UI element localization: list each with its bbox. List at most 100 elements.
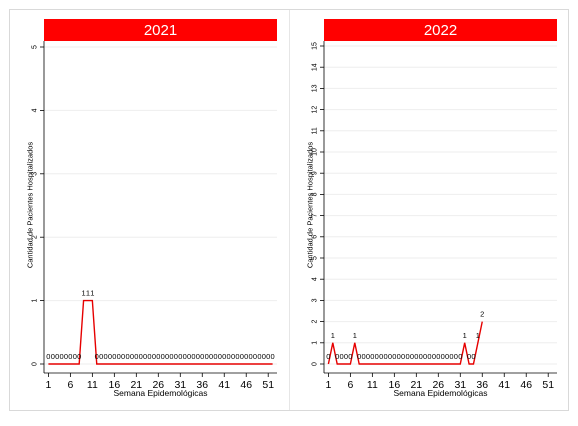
y-tick-label: 5 <box>32 45 39 49</box>
y-tick-label: 9 <box>312 171 319 175</box>
x-axis: 1 6 11 16 21 26 31 36 41 46 51 <box>45 373 274 391</box>
data-label: 0 <box>253 352 257 361</box>
data-label: 0 <box>112 352 116 361</box>
title-strip <box>44 19 277 41</box>
data-label: 0 <box>449 352 453 361</box>
y-tick-label: 3 <box>312 298 319 302</box>
x-tick-label: 26 <box>432 379 444 391</box>
data-label: 0 <box>59 352 63 361</box>
y-axis-title: Cantidad de Pacientes Hospitalizados <box>306 142 315 269</box>
data-label: 1 <box>463 331 467 340</box>
y-axis-title: Cantidad de Pacientes Hospitalizados <box>26 142 35 269</box>
data-label: 0 <box>147 352 151 361</box>
series-line <box>327 321 483 365</box>
data-label: 0 <box>257 352 261 361</box>
data-label: 0 <box>213 352 217 361</box>
y-tick-label: 14 <box>312 63 319 71</box>
data-label: 0 <box>326 352 330 361</box>
y-tick-label: 3 <box>32 172 39 176</box>
y-tick-label: 6 <box>312 235 319 239</box>
data-label: 0 <box>249 352 253 361</box>
data-label: 0 <box>414 352 418 361</box>
data-label: 0 <box>375 352 379 361</box>
data-label: 0 <box>73 352 77 361</box>
x-tick-label: 21 <box>130 379 142 391</box>
data-label: 0 <box>183 352 187 361</box>
data-label: 0 <box>191 352 195 361</box>
data-label: 0 <box>108 352 112 361</box>
data-label: 0 <box>366 352 370 361</box>
chart-title: 2022 <box>424 22 457 39</box>
y-tick-label: 5 <box>312 256 319 260</box>
data-label: 0 <box>64 352 68 361</box>
data-label: 0 <box>419 352 423 361</box>
y-tick-label: 13 <box>312 84 319 92</box>
x-tick-label: 46 <box>520 379 532 391</box>
x-tick-label: 36 <box>476 379 488 391</box>
x-tick-label: 21 <box>410 379 422 391</box>
x-tick-label: 26 <box>152 379 164 391</box>
data-label: 0 <box>209 352 213 361</box>
x-tick-label: 6 <box>67 379 73 391</box>
data-label: 0 <box>388 352 392 361</box>
data-label: 0 <box>152 352 156 361</box>
data-label: 0 <box>370 352 374 361</box>
y-tick-label: 0 <box>312 362 319 366</box>
x-tick-label: 16 <box>108 379 120 391</box>
x-tick-label: 51 <box>542 379 554 391</box>
data-labels: 010 0 0 010 0 0 0 0 0 0 0 0 0 0 0 0 0 0 0 0 0 0 0 0 0 0 010 012 <box>326 310 484 361</box>
data-label: 2 <box>480 310 484 319</box>
data-label: 0 <box>196 352 200 361</box>
data-label: 0 <box>471 352 475 361</box>
data-label: 0 <box>401 352 405 361</box>
data-label: 0 <box>130 352 134 361</box>
data-label: 0 <box>383 352 387 361</box>
data-label: 0 <box>427 352 431 361</box>
data-label: 0 <box>397 352 401 361</box>
data-label: 1 <box>81 289 85 298</box>
data-label: 0 <box>205 352 209 361</box>
x-tick-label: 46 <box>240 379 252 391</box>
data-label: 0 <box>174 352 178 361</box>
data-label: 0 <box>227 352 231 361</box>
data-label: 0 <box>348 352 352 361</box>
data-label: 0 <box>218 352 222 361</box>
data-label: 0 <box>77 352 81 361</box>
data-label: 0 <box>165 352 169 361</box>
series-line <box>48 299 273 365</box>
x-tick-label: 41 <box>218 379 230 391</box>
data-label: 0 <box>335 352 339 361</box>
y-tick-label: 1 <box>32 299 39 303</box>
data-label: 0 <box>445 352 449 361</box>
x-tick-label: 11 <box>87 379 98 391</box>
y-tick-label: 15 <box>312 42 319 50</box>
data-label: 0 <box>200 352 204 361</box>
data-label: 0 <box>410 352 414 361</box>
data-label: 0 <box>51 352 55 361</box>
data-label: 0 <box>379 352 383 361</box>
data-label: 0 <box>436 352 440 361</box>
data-label: 1 <box>476 331 480 340</box>
data-label: 0 <box>55 352 59 361</box>
x-tick-label: 36 <box>196 379 208 391</box>
x-axis-title: Semana Epidemológicas <box>393 388 487 398</box>
data-label: 0 <box>423 352 427 361</box>
data-label: 0 <box>169 352 173 361</box>
data-label: 0 <box>235 352 239 361</box>
data-label: 1 <box>353 331 357 340</box>
data-label: 0 <box>339 352 343 361</box>
data-label: 0 <box>244 352 248 361</box>
data-label: 0 <box>134 352 138 361</box>
data-label: 0 <box>454 352 458 361</box>
data-label: 0 <box>125 352 129 361</box>
data-label: 0 <box>240 352 244 361</box>
gridlines <box>324 45 557 365</box>
y-tick-label: 4 <box>32 108 39 112</box>
data-label: 0 <box>178 352 182 361</box>
data-label: 0 <box>103 352 107 361</box>
x-tick-label: 1 <box>45 379 51 391</box>
data-label: 0 <box>95 352 99 361</box>
